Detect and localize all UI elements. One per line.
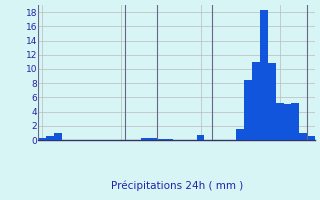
Bar: [196, 135, 204, 140]
Bar: [307, 136, 315, 140]
Bar: [236, 129, 244, 140]
Bar: [300, 133, 307, 140]
Bar: [276, 103, 284, 140]
Bar: [252, 62, 260, 140]
Bar: [46, 136, 54, 140]
Bar: [149, 138, 157, 140]
Bar: [268, 63, 276, 140]
Bar: [165, 139, 173, 140]
Bar: [260, 10, 268, 140]
Bar: [244, 80, 252, 140]
Bar: [54, 133, 62, 140]
Bar: [38, 138, 46, 140]
Bar: [284, 104, 292, 140]
Bar: [157, 139, 165, 140]
Text: Précipitations 24h ( mm ): Précipitations 24h ( mm ): [111, 181, 243, 191]
Bar: [292, 103, 300, 140]
Bar: [141, 138, 149, 140]
